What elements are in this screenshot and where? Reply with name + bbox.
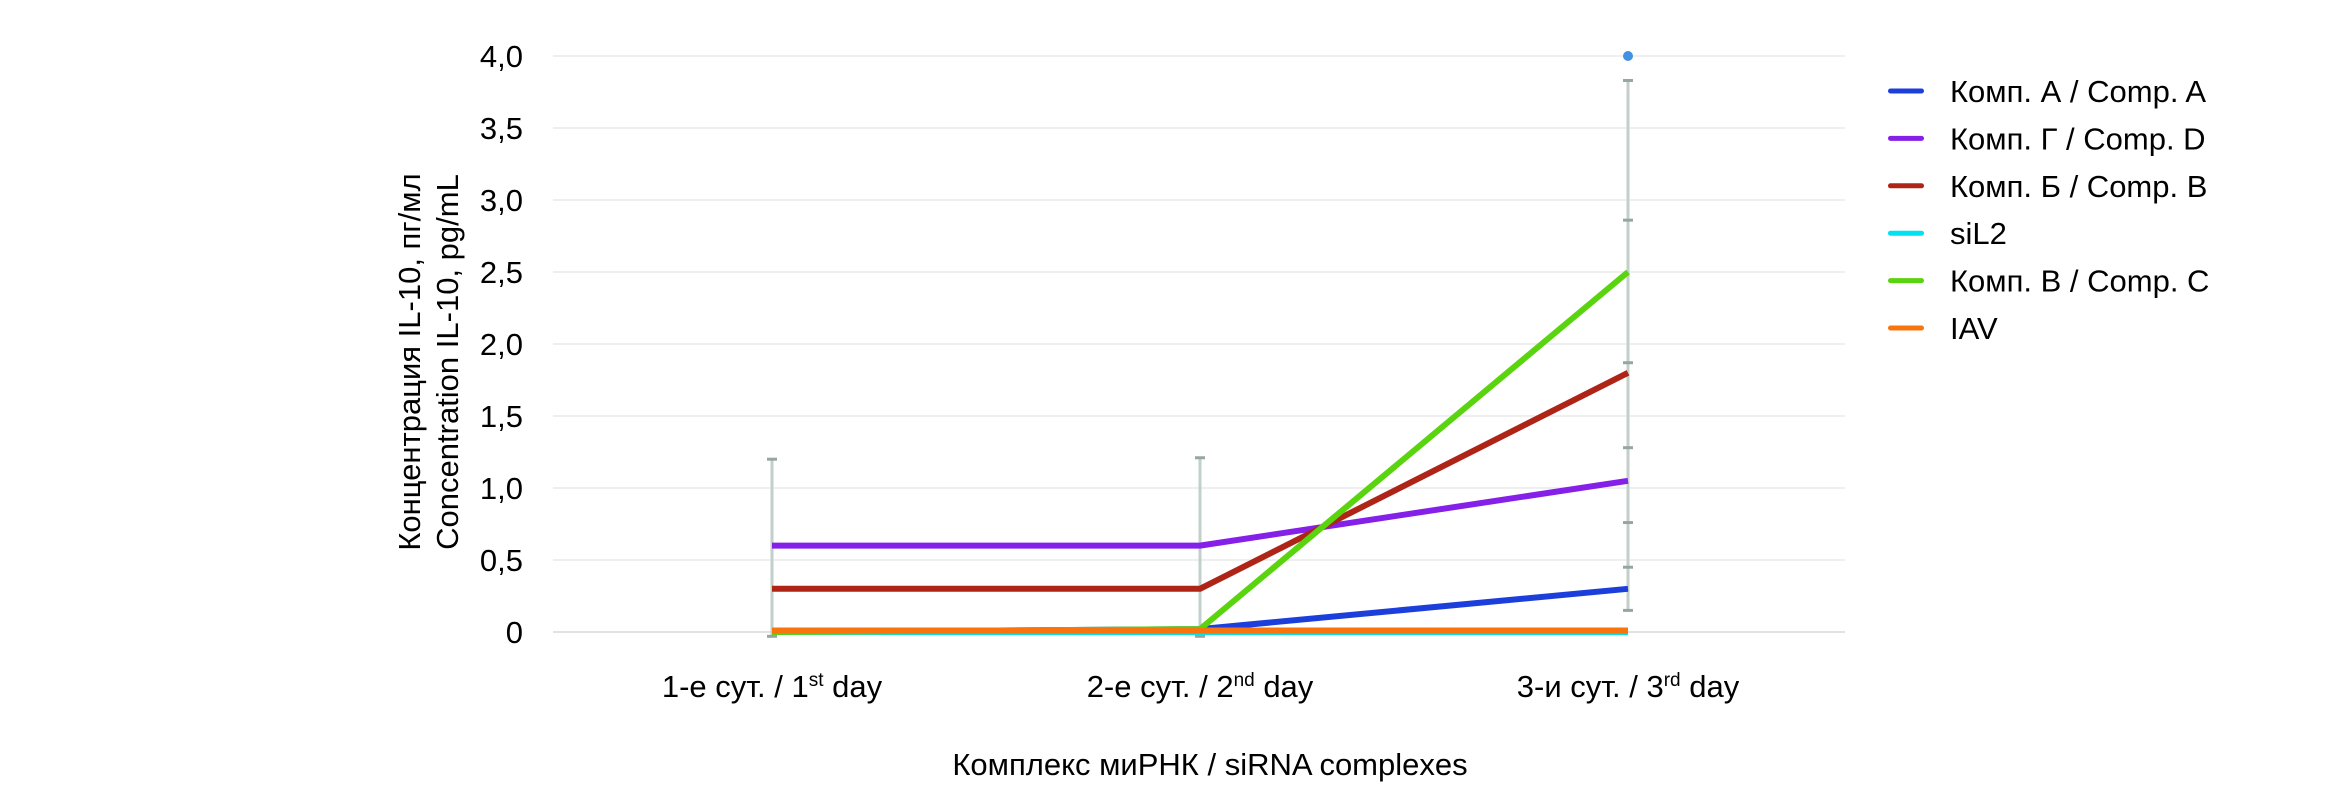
y-axis-tick-labels: 0 0,5 1,0 1,5 2,0 2,5 3,0 3,5 4,0 xyxy=(480,39,523,650)
point-markers xyxy=(1623,51,1633,61)
y-axis-title-ru: Концентрация IL-10, пг/мл xyxy=(392,173,427,550)
y-tick-label: 3,0 xyxy=(480,183,523,218)
y-tick-label: 0 xyxy=(506,615,523,650)
y-tick-label: 2,0 xyxy=(480,327,523,362)
legend-item: siL2 xyxy=(1888,216,2007,251)
y-tick-label: 3,5 xyxy=(480,111,523,146)
x-category-label: 3-и сут. / 3rd day xyxy=(1517,669,1740,704)
series-line xyxy=(772,370,1630,592)
legend-item: Комп. А / Comp. A xyxy=(1888,74,2206,109)
x-axis-title: Комплекс миРНК / siRNA complexes xyxy=(952,747,1467,782)
legend-swatch xyxy=(1888,278,1924,284)
series-lines xyxy=(771,269,1630,635)
legend-swatch xyxy=(1888,135,1924,141)
x-axis-category-labels: 1-е сут. / 1st day 2-е сут. / 2nd day 3-и … xyxy=(662,669,1740,704)
legend-label: Комп. А / Comp. A xyxy=(1950,74,2206,109)
legend-swatch xyxy=(1888,325,1924,331)
legend-label: Комп. Г / Comp. D xyxy=(1950,121,2206,156)
y-tick-label: 4,0 xyxy=(480,39,523,74)
y-tick-label: 1,0 xyxy=(480,471,523,506)
y-axis-title-en: Concentration IL-10, pg/mL xyxy=(430,174,465,550)
legend-item: Комп. В / Comp. C xyxy=(1888,264,2209,299)
legend-item: Комп. Г / Comp. D xyxy=(1888,121,2206,156)
legend-label: Комп. В / Comp. C xyxy=(1950,264,2209,299)
x-category-label: 2-е сут. / 2nd day xyxy=(1087,669,1314,704)
legend-item: IAV xyxy=(1888,311,1998,346)
series-line xyxy=(772,477,1629,549)
y-tick-label: 0,5 xyxy=(480,543,523,578)
legend-item: Комп. Б / Comp. B xyxy=(1888,169,2207,204)
legend-label: IAV xyxy=(1950,311,1998,346)
y-tick-label: 2,5 xyxy=(480,255,523,290)
legend-swatch xyxy=(1888,230,1924,236)
outlier-point-marker xyxy=(1623,51,1633,61)
error-bars xyxy=(767,78,1633,638)
legend-swatch xyxy=(1888,88,1924,94)
gridlines xyxy=(553,55,1845,633)
legend: Комп. А / Comp. A Комп. Г / Comp. D Комп. … xyxy=(1888,74,2209,346)
legend-label: siL2 xyxy=(1950,216,2007,251)
legend-swatch xyxy=(1888,183,1924,189)
legend-label: Комп. Б / Comp. B xyxy=(1950,169,2207,204)
y-tick-label: 1,5 xyxy=(480,399,523,434)
x-category-label: 1-е сут. / 1st day xyxy=(662,669,883,704)
